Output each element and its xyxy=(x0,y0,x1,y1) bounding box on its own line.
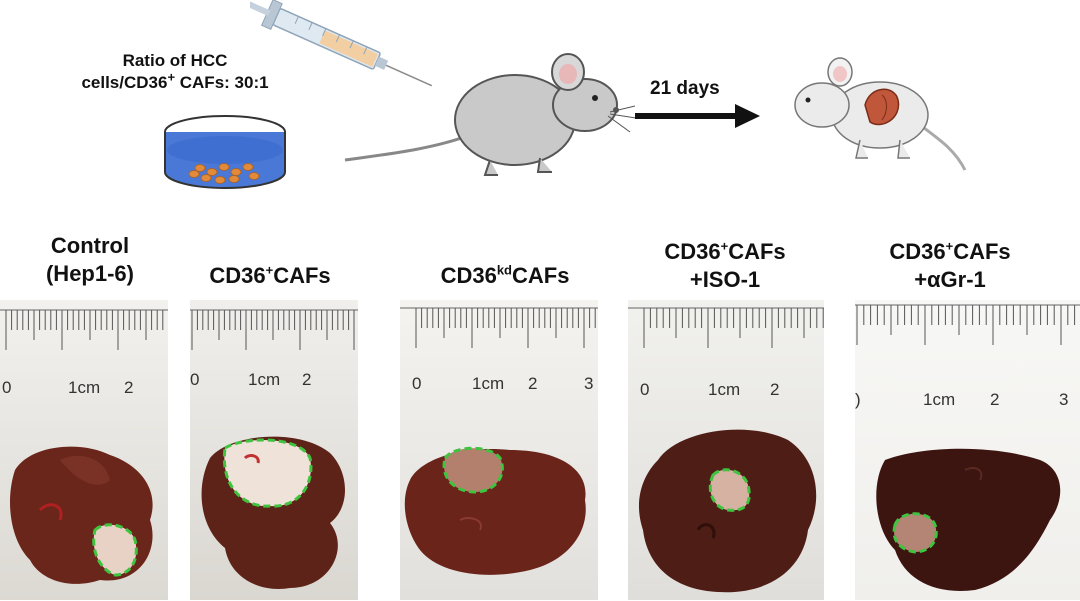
ruler-label-2: 2 xyxy=(302,370,312,389)
ruler-label-1cm: 1cm xyxy=(472,374,505,393)
ruler-label-0: 0 xyxy=(2,378,12,397)
ruler xyxy=(0,309,168,350)
group-label-control: Control (Hep1-6) xyxy=(45,233,134,286)
liver-specimen xyxy=(201,436,345,589)
ruler xyxy=(400,307,598,348)
arrow-label: 21 days xyxy=(650,78,720,99)
group-label-cd36-pos: CD36+CAFs xyxy=(209,262,331,288)
ruler-label-2: 2 xyxy=(770,380,780,399)
arrow-right-icon xyxy=(635,104,760,128)
ruler-label-1cm: 1cm xyxy=(923,390,956,409)
photo-panel-cd36-agr1: ) 1cm 2 3 xyxy=(855,300,1080,600)
ruler-label-0: 0 xyxy=(640,380,650,399)
group-label-cd36-kd: CD36kdCAFs xyxy=(440,262,570,288)
ruler-label-2: 2 xyxy=(990,390,1000,409)
ruler-label-1cm: 1cm xyxy=(248,370,281,389)
ratio-line-1: Ratio of HCC xyxy=(122,51,228,70)
ruler-label-1cm: 1cm xyxy=(708,380,741,399)
ruler-label-1cm: 1cm xyxy=(68,378,101,397)
syringe-icon xyxy=(250,0,433,87)
ruler xyxy=(855,304,1080,345)
ruler xyxy=(190,309,358,350)
ruler-label-2: 2 xyxy=(124,378,134,397)
photo-panel-control: 0 1cm 2 xyxy=(0,300,168,600)
ratio-text: Ratio of HCC cells/CD36+ CAFs: 30:1 xyxy=(80,50,270,94)
ruler-label-0: 0 xyxy=(190,370,200,389)
photo-panel-cd36-pos: 0 1cm 2 xyxy=(190,300,358,600)
ruler xyxy=(628,307,824,348)
ruler-label-0: 0 xyxy=(412,374,422,393)
ruler-label-0: ) xyxy=(855,390,861,409)
liver-specimen xyxy=(10,446,153,584)
liver-specimen xyxy=(404,446,586,575)
ratio-line-2: cells/CD36+ CAFs: 30:1 xyxy=(81,69,269,92)
schematic: Ratio of HCC cells/CD36+ CAFs: 30:1 xyxy=(0,0,1080,210)
ruler-label-2: 2 xyxy=(528,374,538,393)
mouse-with-tumor-icon xyxy=(794,57,967,171)
ruler-label-3: 3 xyxy=(584,374,594,393)
group-label-cd36-agr1: CD36+CAFs +αGr-1 xyxy=(889,238,1011,292)
liver-specimen xyxy=(638,429,817,593)
photo-panel-cd36-iso1: 0 1cm 2 xyxy=(628,300,824,600)
petri-dish-icon xyxy=(164,115,286,189)
mouse-icon xyxy=(344,53,637,176)
liver-specimen xyxy=(876,448,1061,591)
group-label-cd36-iso1: CD36+CAFs +ISO-1 xyxy=(664,238,786,292)
photo-panel-cd36-kd: 0 1cm 2 3 xyxy=(400,300,598,600)
ruler-label-3: 3 xyxy=(1059,390,1069,409)
